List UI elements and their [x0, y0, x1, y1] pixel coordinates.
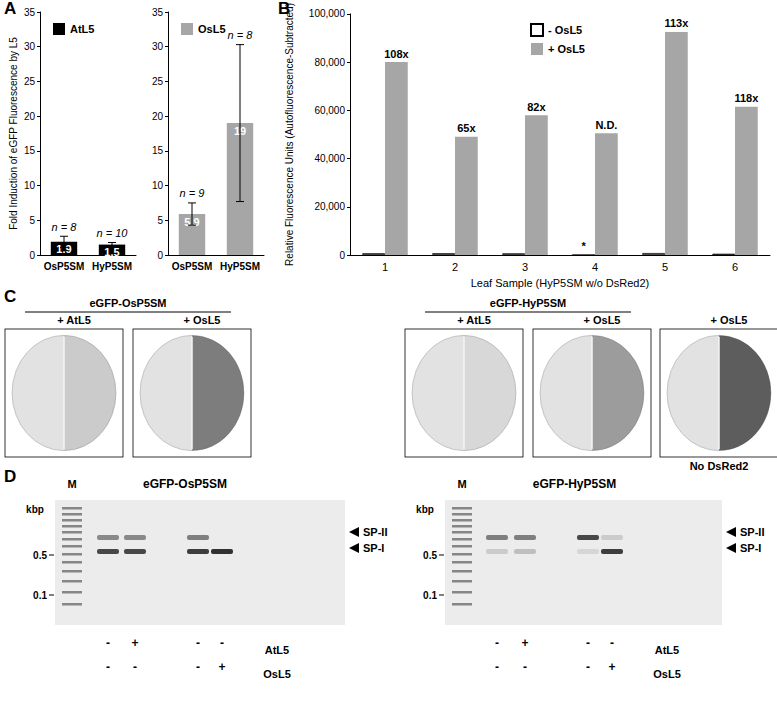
svg-text:30: 30 — [24, 41, 36, 52]
svg-text:OsP5SM: OsP5SM — [44, 261, 85, 272]
svg-text:40,000: 40,000 — [314, 153, 345, 164]
svg-text:100,000: 100,000 — [309, 8, 346, 19]
svg-text:-: - — [106, 636, 110, 650]
svg-text:-: - — [523, 660, 527, 674]
svg-text:82x: 82x — [527, 101, 546, 113]
svg-text:M: M — [67, 478, 76, 490]
svg-text:n = 10: n = 10 — [97, 227, 129, 239]
svg-text:0.1: 0.1 — [33, 590, 47, 601]
svg-text:25: 25 — [152, 76, 164, 87]
svg-text:118x: 118x — [734, 92, 759, 104]
svg-text:+: + — [521, 636, 528, 650]
svg-text:-: - — [586, 636, 590, 650]
svg-text:10: 10 — [152, 180, 164, 191]
svg-text:+ OsL5: + OsL5 — [584, 314, 621, 326]
svg-text:30: 30 — [152, 41, 164, 52]
svg-text:35: 35 — [152, 7, 164, 18]
svg-text:5: 5 — [29, 215, 35, 226]
svg-text:SP-II: SP-II — [740, 526, 764, 538]
svg-text:+ OsL5: + OsL5 — [711, 314, 748, 326]
svg-text:n = 9: n = 9 — [180, 187, 205, 199]
svg-text:35: 35 — [24, 7, 36, 18]
svg-text:eGFP-HyP5SM: eGFP-HyP5SM — [490, 297, 566, 309]
svg-text:OsP5SM: OsP5SM — [172, 261, 213, 272]
svg-text:N.D.: N.D. — [595, 119, 617, 131]
svg-text:SP-I: SP-I — [363, 542, 384, 554]
svg-text:-: - — [610, 636, 614, 650]
svg-text:0.1: 0.1 — [423, 590, 437, 601]
svg-text:108x: 108x — [384, 48, 409, 60]
svg-text:eGFP-OsP5SM: eGFP-OsP5SM — [143, 477, 227, 491]
svg-text:65x: 65x — [457, 122, 476, 134]
svg-text:80,000: 80,000 — [314, 57, 345, 68]
svg-text:AtL5: AtL5 — [265, 644, 289, 656]
svg-text:25: 25 — [24, 76, 36, 87]
svg-text:SP-II: SP-II — [363, 526, 387, 538]
svg-text:eGFP-OsP5SM: eGFP-OsP5SM — [89, 297, 166, 309]
svg-text:10: 10 — [24, 180, 36, 191]
svg-text:Relative Fluorescence Units (A: Relative Fluorescence Units (Autofluores… — [284, 3, 295, 266]
svg-text:113x: 113x — [664, 17, 689, 29]
svg-text:+ AtL5: + AtL5 — [57, 314, 91, 326]
svg-text:kbp: kbp — [416, 504, 434, 515]
svg-text:-: - — [196, 660, 200, 674]
svg-text:0: 0 — [29, 250, 35, 261]
svg-text:15: 15 — [24, 145, 36, 156]
svg-text:Leaf Sample (HyP5SM w/o DsRed2: Leaf Sample (HyP5SM w/o DsRed2) — [471, 277, 650, 289]
svg-text:M: M — [457, 478, 466, 490]
svg-text:5: 5 — [157, 215, 163, 226]
svg-text:-: - — [495, 636, 499, 650]
svg-text:Fold Induction of eGFP Fluores: Fold Induction of eGFP Fluorescence by L… — [8, 37, 19, 230]
svg-text:-: - — [106, 660, 110, 674]
svg-text:+ AtL5: + AtL5 — [457, 314, 491, 326]
svg-text:4: 4 — [592, 261, 598, 273]
svg-text:6: 6 — [732, 261, 738, 273]
svg-text:HyP5SM: HyP5SM — [220, 261, 260, 272]
svg-text:HyP5SM: HyP5SM — [92, 261, 132, 272]
svg-text:n = 8: n = 8 — [52, 221, 78, 233]
svg-text:-: - — [495, 660, 499, 674]
svg-text:+ OsL5: + OsL5 — [548, 43, 585, 55]
svg-text:15: 15 — [152, 145, 164, 156]
svg-text:60,000: 60,000 — [314, 105, 345, 116]
svg-text:3: 3 — [522, 261, 528, 273]
svg-text:No DsRed2: No DsRed2 — [690, 460, 749, 472]
svg-text:1.5: 1.5 — [104, 246, 119, 258]
svg-text:0: 0 — [157, 250, 163, 261]
svg-text:+: + — [608, 660, 615, 674]
svg-text:AtL5: AtL5 — [655, 644, 679, 656]
svg-text:-: - — [220, 636, 224, 650]
svg-text:0: 0 — [339, 250, 345, 261]
svg-text:20: 20 — [24, 111, 36, 122]
svg-text:+: + — [131, 636, 138, 650]
svg-text:eGFP-HyP5SM: eGFP-HyP5SM — [533, 477, 616, 491]
svg-text:OsL5: OsL5 — [653, 668, 681, 680]
svg-text:-: - — [196, 636, 200, 650]
svg-text:n = 8: n = 8 — [228, 29, 254, 41]
svg-text:-: - — [133, 660, 137, 674]
svg-text:+ OsL5: + OsL5 — [184, 314, 221, 326]
svg-text:OsL5: OsL5 — [198, 23, 226, 35]
svg-text:0.5: 0.5 — [33, 550, 47, 561]
svg-text:OsL5: OsL5 — [263, 668, 291, 680]
svg-text:20,000: 20,000 — [314, 201, 345, 212]
svg-text:kbp: kbp — [26, 504, 44, 515]
svg-text:+: + — [218, 660, 225, 674]
svg-text:*: * — [581, 240, 586, 252]
svg-text:-: - — [586, 660, 590, 674]
svg-text:AtL5: AtL5 — [70, 23, 94, 35]
svg-text:20: 20 — [152, 111, 164, 122]
svg-text:- OsL5: - OsL5 — [548, 24, 582, 36]
svg-text:0.5: 0.5 — [423, 550, 437, 561]
svg-text:5: 5 — [662, 261, 668, 273]
svg-text:SP-I: SP-I — [740, 542, 761, 554]
svg-text:2: 2 — [452, 261, 458, 273]
svg-text:1: 1 — [382, 261, 388, 273]
